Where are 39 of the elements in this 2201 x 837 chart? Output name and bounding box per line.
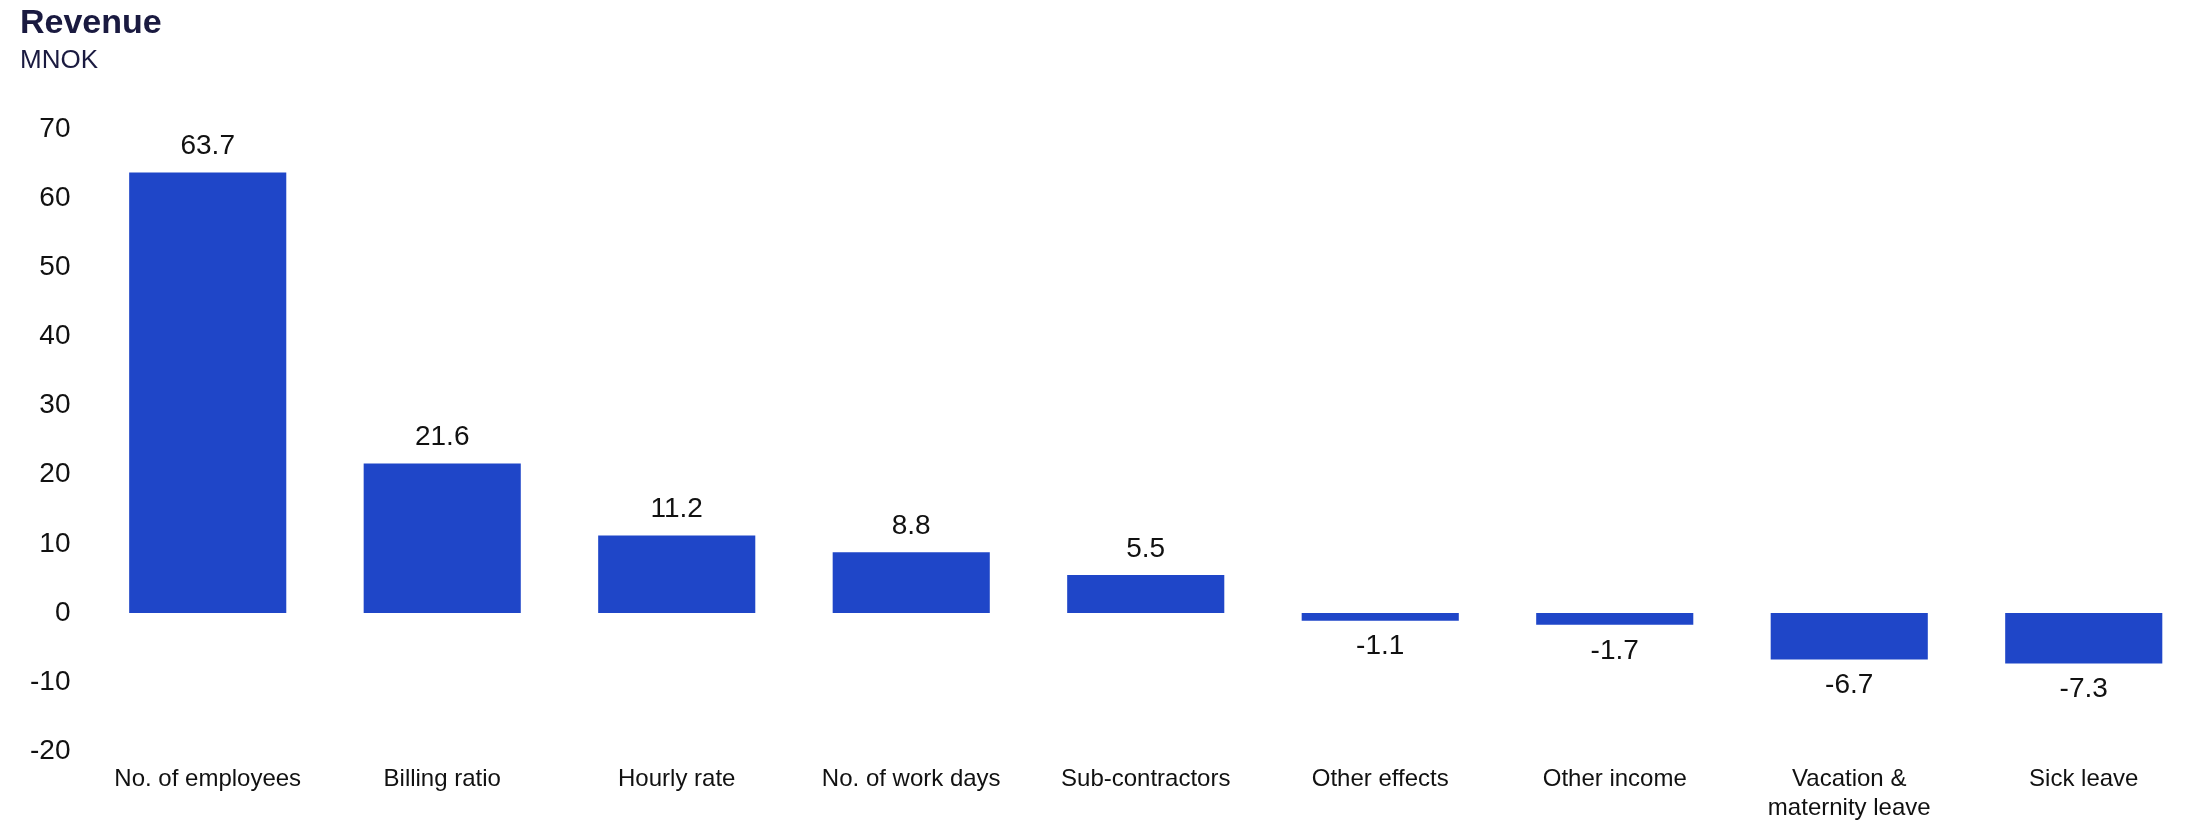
bar xyxy=(129,172,287,614)
x-tick-label: Other effects xyxy=(1311,764,1449,792)
x-tick-label: No. of work days xyxy=(821,764,1001,792)
data-label: 21.6 xyxy=(414,420,470,452)
x-tick-label: Other income xyxy=(1542,764,1687,792)
y-tick-label: 50 xyxy=(39,249,71,281)
data-label: 5.5 xyxy=(1126,531,1166,563)
bar xyxy=(832,552,990,614)
data-label: -6.7 xyxy=(1825,668,1874,700)
x-tick-label: Sub-contractors xyxy=(1061,764,1231,792)
y-tick-label: -10 xyxy=(30,664,71,696)
x-tick-label: Hourly rate xyxy=(618,764,736,792)
chart-title: Revenue xyxy=(20,2,162,41)
bar xyxy=(1301,613,1459,621)
x-tick-label: No. of employees xyxy=(114,764,302,792)
bar xyxy=(598,535,756,614)
chart-subtitle: MNOK xyxy=(20,44,98,75)
y-tick-label: 30 xyxy=(39,388,71,420)
y-tick-label: 60 xyxy=(39,180,71,212)
data-label: -1.1 xyxy=(1356,629,1405,661)
data-label: -1.7 xyxy=(1590,633,1639,665)
bar xyxy=(1067,575,1225,614)
y-tick-label: 0 xyxy=(54,595,71,627)
bar xyxy=(1536,613,1694,625)
data-label: 11.2 xyxy=(650,492,703,524)
bar xyxy=(2005,613,2163,664)
data-label: 63.7 xyxy=(180,129,235,161)
x-tick-label: Billing ratio xyxy=(383,764,501,792)
y-tick-label: 40 xyxy=(39,319,71,351)
y-tick-label: 10 xyxy=(39,526,71,558)
x-tick-label: Vacation & maternity leave xyxy=(1767,764,1931,821)
data-label: -7.3 xyxy=(2059,672,2108,704)
bar xyxy=(1770,613,1928,660)
bar xyxy=(363,463,521,614)
y-tick-label: 20 xyxy=(39,457,71,489)
y-tick-label: 70 xyxy=(39,111,71,143)
data-label: 8.8 xyxy=(891,508,931,540)
x-tick-label: Sick leave xyxy=(2029,764,2139,792)
y-tick-label: -20 xyxy=(30,734,71,766)
